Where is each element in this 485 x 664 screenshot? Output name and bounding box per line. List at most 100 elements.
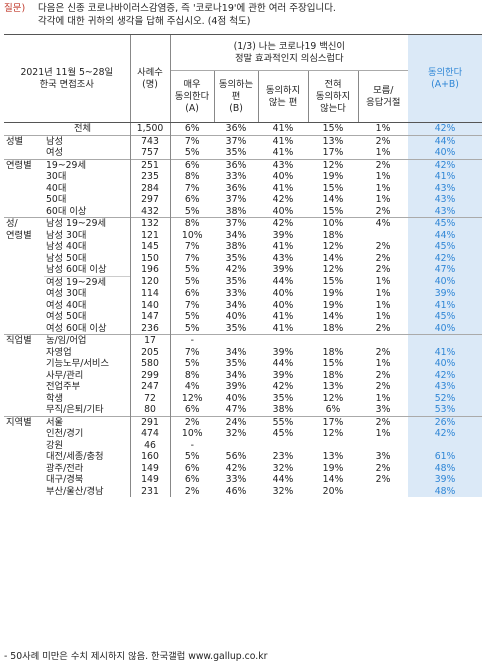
cases-header-line2: (명) — [142, 78, 158, 90]
row-value: 12% — [308, 158, 359, 171]
row-cases: 580 — [129, 358, 171, 370]
row-value: 40% — [225, 311, 247, 322]
table-row: 여성 757 5% 35% 41% 17% 1% 40% — [4, 147, 483, 159]
row-value: 23% — [272, 451, 294, 462]
row-label: 광주/전라 — [46, 462, 84, 474]
row-value: 1% — [358, 122, 409, 135]
row-category — [4, 253, 44, 265]
row-value: 41% — [272, 311, 294, 322]
row-label: 여성 — [46, 147, 64, 158]
row-value — [358, 230, 408, 242]
row-agree-sum: 52% — [408, 392, 483, 404]
col-header-line: 않는다 — [320, 102, 346, 114]
row-category: 연령별 — [6, 229, 32, 241]
question-line-1: 다음은 신종 코로나바이러스감염증, 즉 '코로나19'에 관한 여러 주장입니… — [38, 3, 336, 14]
row-agree-sum: 39% — [408, 288, 483, 300]
row-label: 남성 19~29세 — [44, 217, 131, 230]
row-value: 12% — [322, 428, 344, 439]
col-header-line: 동의한다 — [174, 90, 210, 102]
row-value: 13% — [308, 134, 359, 147]
row-value: 2% — [375, 241, 391, 252]
row-value: 39% — [272, 229, 294, 241]
row-value — [358, 334, 409, 347]
row-value: 2% — [169, 485, 215, 497]
table-row: 30대 235 8% 33% 40% 19% 1% 41% — [4, 171, 483, 183]
row-value: 39% — [272, 369, 294, 381]
row-value: 2% — [375, 252, 391, 264]
table-row: 부산/울산/경남 231 2% 46% 32% 20% 48% — [4, 485, 483, 497]
table-row: 광주/전라 149 6% 42% 32% 19% 2% 48% — [4, 462, 483, 474]
table-row: 무직/은퇴/기타 80 6% 47% 38% 6% 3% 53% — [4, 404, 483, 416]
row-category — [4, 194, 44, 206]
table-row: 지역별 서울 291 2% 24% 55% 17% 2% 26% — [4, 415, 483, 428]
row-category — [4, 381, 44, 393]
row-value: 1% — [375, 311, 391, 322]
row-value: 1% — [375, 171, 391, 182]
col-header-line: 모름/ — [373, 84, 394, 96]
row-value: 8% — [169, 171, 215, 183]
row-value: 2% — [375, 381, 391, 392]
row-value: 34% — [225, 229, 247, 241]
row-value: 36% — [214, 158, 259, 171]
row-category: 연령별 — [4, 158, 44, 171]
row-agree-sum: 42% — [408, 252, 483, 264]
row-value: 44% — [272, 358, 294, 369]
row-value — [358, 440, 408, 452]
row-value: 12% — [322, 264, 344, 276]
row-value: 47% — [225, 404, 247, 415]
row-value: 33% — [225, 171, 247, 182]
row-category — [4, 404, 44, 416]
row-value: 38% — [272, 404, 294, 415]
row-value: 1% — [375, 428, 391, 439]
col-header-line: 응답거절 — [366, 96, 401, 108]
row-agree-sum: 43% — [408, 182, 483, 194]
row-value: 32% — [225, 428, 247, 439]
row-value: 12% — [322, 241, 344, 252]
col-header-line: 않는 편 — [268, 96, 298, 108]
row-value: 14% — [322, 194, 344, 205]
row-value: 15% — [322, 182, 344, 194]
table-row: 인천/경기 474 10% 32% 45% 12% 1% 42% — [4, 428, 483, 440]
row-agree-sum: 47% — [408, 264, 483, 276]
row-value: 46% — [225, 485, 247, 497]
row-category — [4, 276, 44, 288]
row-value: 56% — [225, 451, 247, 462]
row-label: 남성 40대 — [46, 241, 87, 252]
row-cases: 149 — [129, 474, 171, 486]
row-value: 18% — [322, 369, 344, 381]
row-agree-sum: 42% — [408, 158, 483, 171]
row-label: 인천/경기 — [46, 428, 84, 439]
table-row: 40대 284 7% 36% 41% 15% 1% 43% — [4, 182, 483, 194]
row-value: 1% — [375, 182, 391, 194]
row-agree-sum: 43% — [408, 381, 483, 393]
row-value: 5% — [169, 451, 215, 463]
col-header-disagree: 동의하지 않는 편 — [257, 70, 309, 123]
row-agree-sum: 41% — [408, 299, 483, 311]
row-category — [4, 122, 44, 135]
row-label: 전체 — [44, 122, 131, 135]
col-header-line: 전혀 — [324, 78, 342, 90]
row-value: 42% — [225, 462, 247, 474]
row-label: 30대 — [46, 171, 67, 182]
row-label: 사무/관리 — [46, 369, 84, 381]
row-cases: 150 — [129, 252, 171, 264]
row-value: 7% — [169, 241, 215, 253]
row-value: 24% — [214, 415, 259, 428]
table-row: 여성 19~29세 120 5% 35% 44% 15% 1% 40% — [4, 275, 483, 288]
row-cases: 114 — [129, 288, 171, 300]
row-value: 35% — [225, 322, 247, 334]
survey-date: 2021년 11월 5~28일 — [20, 66, 114, 78]
question-line-2: 각각에 대한 귀하의 생각을 답해 주십시오. (4점 척도) — [38, 16, 251, 27]
row-cases: 231 — [129, 485, 171, 497]
row-category — [4, 171, 44, 183]
row-value: 39% — [272, 264, 294, 276]
row-value: 35% — [272, 392, 294, 404]
row-value: 37% — [214, 134, 259, 147]
row-value: 43% — [272, 252, 294, 264]
table-row: 기능노무/서비스 580 5% 35% 44% 15% 1% 40% — [4, 358, 483, 370]
row-label: 남성 — [44, 134, 131, 147]
row-label: 50대 — [46, 194, 67, 205]
survey-table: 2021년 11월 5~28일 한국 면접조사 사례수 (명) (1/3) 나는… — [4, 34, 483, 497]
row-value: 6% — [325, 404, 341, 415]
table-row: 60대 이상 432 5% 38% 40% 15% 2% 43% — [4, 205, 483, 218]
